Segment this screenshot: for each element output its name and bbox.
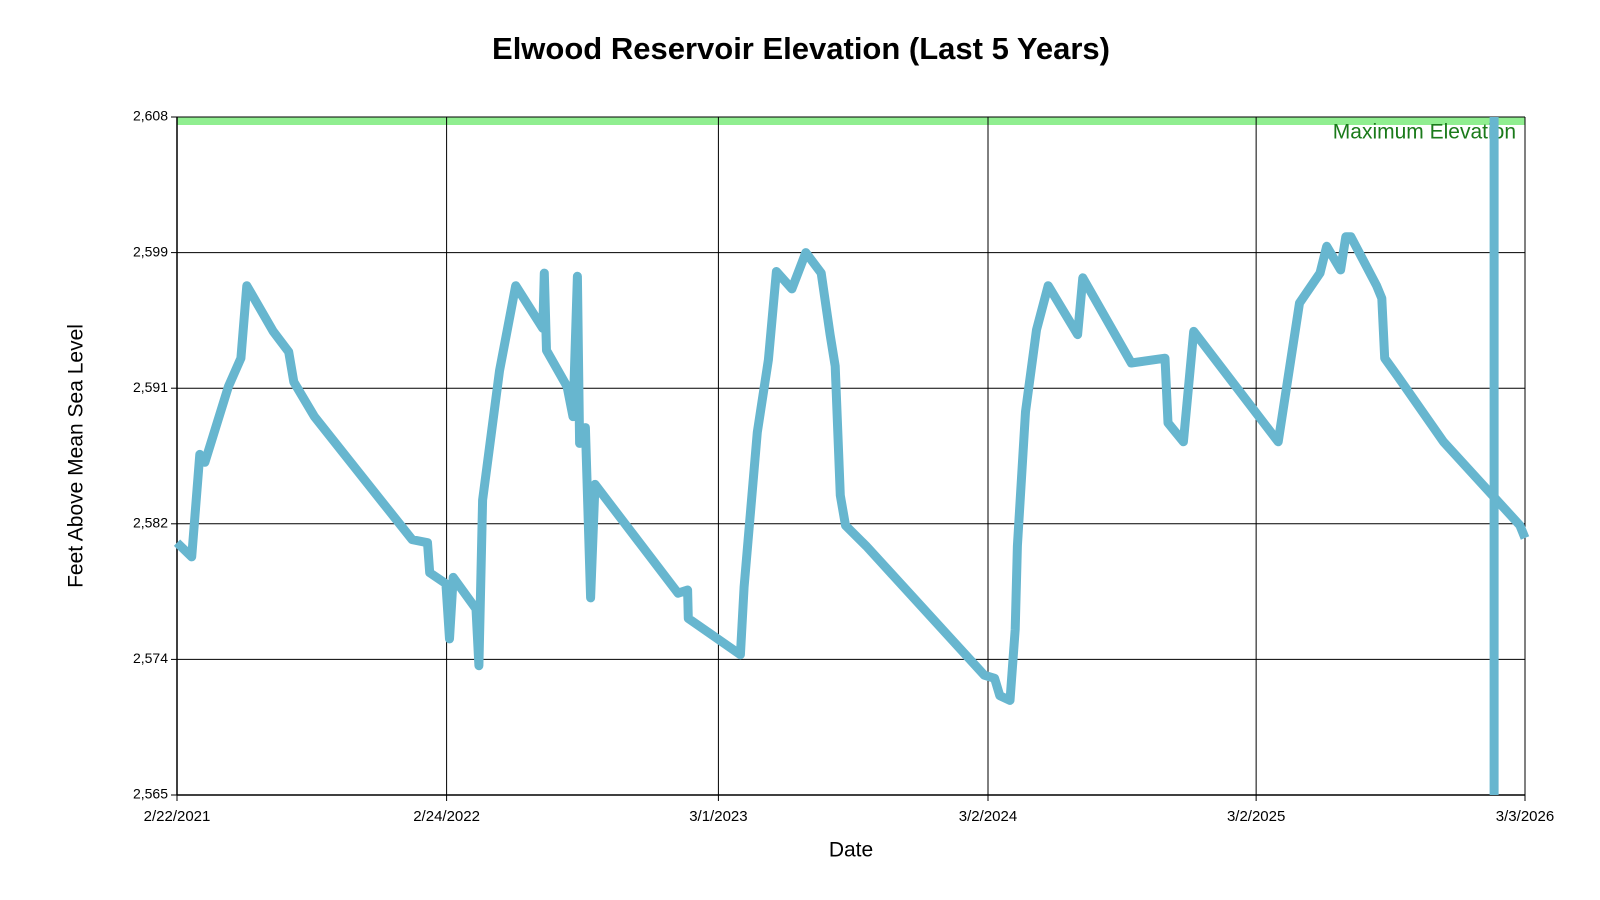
x-axis-label: Date [829,839,873,862]
x-tick-label: 2/22/2021 [144,808,211,825]
y-tick-label: 2,574 [133,650,168,666]
y-tick-label: 2,599 [133,243,168,259]
elevation-line [173,232,1530,705]
x-tick-label: 3/1/2023 [689,808,747,825]
y-tick-label: 2,591 [133,379,168,395]
x-tick-label: 3/3/2026 [1496,808,1554,825]
y-axis-label: Feet Above Mean Sea Level [65,324,88,588]
max-elevation-band [177,117,1525,125]
x-tick-label: 3/2/2025 [1227,808,1285,825]
y-tick-label: 2,582 [133,515,168,531]
max-elevation-label: Maximum Elevation [1333,121,1516,144]
x-tick-label: 3/2/2024 [959,808,1017,825]
chart-title: Elwood Reservoir Elevation (Last 5 Years… [492,31,1110,66]
y-tick-label: 2,608 [133,108,168,124]
y-tick-label: 2,565 [133,786,168,802]
x-tick-label: 2/24/2022 [413,808,480,825]
